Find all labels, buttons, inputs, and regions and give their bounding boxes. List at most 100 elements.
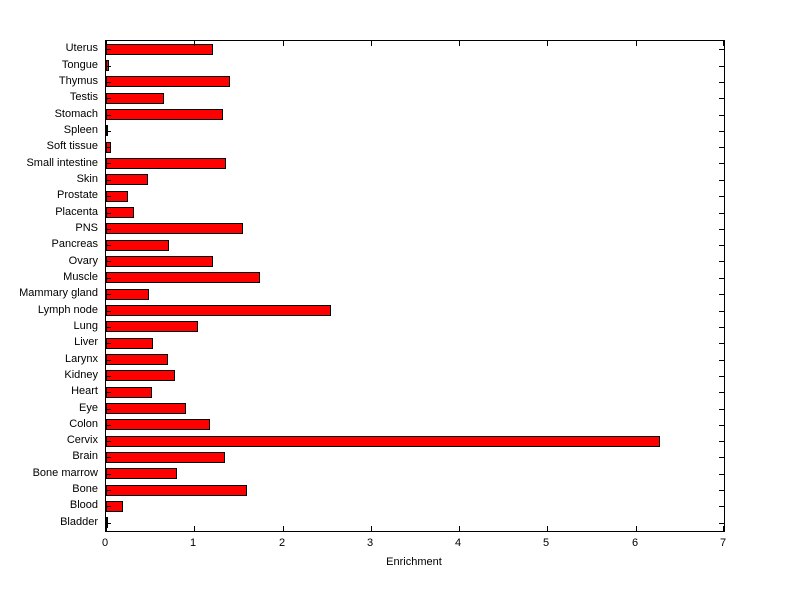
bar-kidney: [106, 370, 175, 381]
y-tick-mark: [719, 147, 724, 148]
x-tick-mark: [636, 41, 637, 46]
plot-area: [105, 40, 725, 532]
y-tick-mark: [106, 147, 111, 148]
category-label: Testis: [69, 91, 98, 103]
category-label: Skin: [76, 173, 98, 185]
y-tick-mark: [719, 490, 724, 491]
y-tick-mark: [106, 245, 111, 246]
y-tick-mark: [106, 163, 111, 164]
y-tick-mark: [106, 131, 111, 132]
category-label: Bone marrow: [32, 467, 98, 479]
y-tick-mark: [106, 376, 111, 377]
y-tick-mark: [106, 278, 111, 279]
y-tick-mark: [719, 49, 724, 50]
y-tick-mark: [719, 409, 724, 410]
y-tick-mark: [719, 360, 724, 361]
bar-spleen: [106, 125, 108, 136]
x-tick-label: 0: [101, 537, 109, 549]
x-tick-label: 1: [189, 537, 197, 549]
category-label: Muscle: [63, 271, 98, 283]
y-tick-mark: [106, 425, 111, 426]
x-tick-mark: [547, 41, 548, 46]
y-tick-mark: [106, 343, 111, 344]
x-tick-mark: [194, 41, 195, 46]
category-label: Pancreas: [51, 238, 98, 250]
y-tick-mark: [719, 98, 724, 99]
y-tick-mark: [719, 245, 724, 246]
category-label: Stomach: [54, 108, 98, 120]
bar-lymph-node: [106, 305, 331, 316]
x-tick-mark: [371, 526, 372, 531]
category-label: Placenta: [55, 206, 98, 218]
bar-colon: [106, 419, 210, 430]
y-tick-mark: [719, 196, 724, 197]
y-tick-mark: [106, 82, 111, 83]
category-label: Lung: [73, 320, 98, 332]
bar-heart: [106, 387, 152, 398]
category-label: Spleen: [63, 124, 98, 136]
bar-larynx: [106, 354, 168, 365]
x-tick-mark: [723, 41, 724, 46]
y-tick-mark: [719, 441, 724, 442]
bar-placenta: [106, 207, 134, 218]
category-label: Heart: [71, 385, 98, 397]
bar-muscle: [106, 272, 260, 283]
x-tick-label: 4: [454, 537, 462, 549]
y-tick-mark: [106, 523, 111, 524]
y-tick-mark: [719, 131, 724, 132]
category-label: Tongue: [61, 59, 98, 71]
y-tick-mark: [106, 392, 111, 393]
category-label: Small intestine: [26, 157, 98, 169]
y-tick-mark: [106, 213, 111, 214]
x-tick-mark: [547, 526, 548, 531]
bar-pns: [106, 223, 243, 234]
y-tick-mark: [719, 66, 724, 67]
bar-uterus: [106, 44, 213, 55]
y-tick-mark: [719, 343, 724, 344]
bar-tongue: [106, 60, 109, 71]
bar-bone: [106, 485, 247, 496]
y-tick-mark: [106, 49, 111, 50]
category-label: Liver: [74, 336, 98, 348]
category-label: Uterus: [65, 42, 98, 54]
x-tick-mark: [283, 41, 284, 46]
category-label: Bladder: [60, 516, 98, 528]
bar-pancreas: [106, 240, 169, 251]
x-tick-mark: [106, 526, 107, 531]
category-label: Brain: [72, 450, 98, 462]
category-label: Blood: [69, 499, 98, 511]
x-tick-mark: [723, 526, 724, 531]
y-tick-mark: [106, 490, 111, 491]
category-label: Colon: [69, 418, 98, 430]
y-tick-mark: [719, 457, 724, 458]
bar-lung: [106, 321, 198, 332]
category-label: Mammary gland: [19, 287, 98, 299]
bar-ovary: [106, 256, 213, 267]
y-tick-mark: [106, 457, 111, 458]
y-tick-mark: [106, 506, 111, 507]
y-tick-mark: [719, 506, 724, 507]
category-label: Larynx: [64, 353, 98, 365]
y-tick-mark: [106, 66, 111, 67]
category-label: Kidney: [64, 369, 98, 381]
y-tick-mark: [106, 229, 111, 230]
y-tick-mark: [719, 327, 724, 328]
y-tick-mark: [719, 229, 724, 230]
bar-eye: [106, 403, 186, 414]
x-tick-label: 5: [542, 537, 550, 549]
y-tick-mark: [106, 196, 111, 197]
x-tick-mark: [106, 41, 107, 46]
category-label: Eye: [79, 402, 98, 414]
y-tick-mark: [719, 213, 724, 214]
x-tick-mark: [459, 526, 460, 531]
bar-small-intestine: [106, 158, 226, 169]
y-tick-mark: [106, 261, 111, 262]
category-label: Bone: [72, 483, 98, 495]
y-tick-mark: [719, 82, 724, 83]
bar-bladder: [106, 517, 108, 528]
y-tick-mark: [719, 376, 724, 377]
category-label: Thymus: [58, 75, 98, 87]
y-tick-mark: [719, 392, 724, 393]
bar-mammary-gland: [106, 289, 149, 300]
y-tick-mark: [719, 163, 724, 164]
